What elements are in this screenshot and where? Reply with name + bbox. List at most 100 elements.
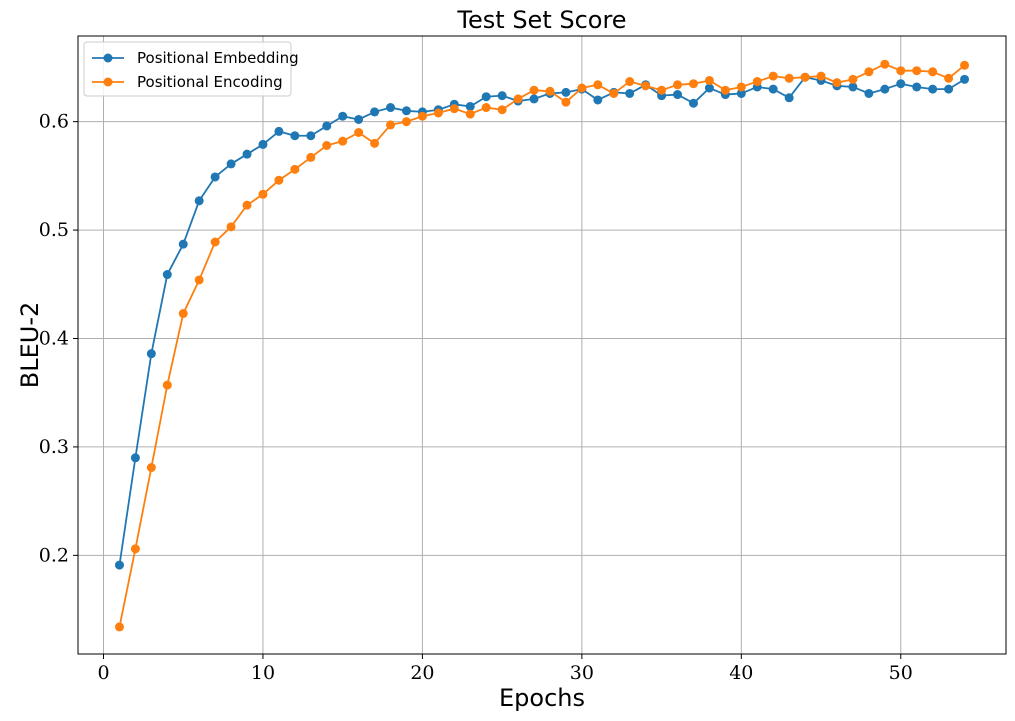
- data-point: [864, 88, 874, 98]
- data-point: [529, 85, 539, 95]
- data-point: [736, 82, 746, 92]
- data-point: [593, 95, 603, 105]
- data-point: [114, 560, 124, 570]
- grid: [78, 36, 1006, 654]
- data-point: [657, 85, 667, 95]
- legend-marker: [103, 53, 113, 63]
- data-point: [688, 79, 698, 89]
- data-point: [848, 82, 858, 92]
- data-point: [194, 275, 204, 285]
- data-point: [465, 101, 475, 111]
- series-2: [114, 59, 970, 632]
- data-point: [880, 59, 890, 69]
- y-tick-label: 0.6: [39, 111, 69, 133]
- data-point: [673, 90, 683, 100]
- data-point: [242, 200, 252, 210]
- data-point: [338, 111, 348, 121]
- legend-box: [83, 41, 292, 97]
- data-point: [290, 164, 300, 174]
- series-group: [114, 59, 970, 632]
- data-point: [736, 88, 746, 98]
- data-point: [401, 117, 411, 127]
- data-point: [290, 131, 300, 141]
- data-point: [306, 152, 316, 162]
- data-point: [401, 106, 411, 116]
- data-point: [481, 103, 491, 113]
- data-point: [258, 189, 268, 199]
- data-point: [146, 349, 156, 359]
- data-point: [114, 622, 124, 632]
- x-axis-label: Epochs: [499, 684, 585, 712]
- x-tick-label: 20: [410, 662, 434, 684]
- data-point: [322, 121, 332, 131]
- data-point: [322, 141, 332, 151]
- data-point: [928, 84, 938, 94]
- data-point: [449, 104, 459, 114]
- data-point: [577, 83, 587, 93]
- data-point: [178, 309, 188, 319]
- data-point: [561, 87, 571, 97]
- data-point: [130, 453, 140, 463]
- data-point: [864, 67, 874, 77]
- data-point: [944, 73, 954, 83]
- data-point: [561, 97, 571, 107]
- data-point: [226, 222, 236, 232]
- legend-label: Positional Embedding: [137, 49, 299, 67]
- data-point: [274, 175, 284, 185]
- series-1: [114, 72, 970, 570]
- data-point: [194, 196, 204, 206]
- data-point: [896, 66, 906, 76]
- data-point: [673, 80, 683, 90]
- chart-title: Test Set Score: [456, 6, 626, 34]
- x-tick-label: 30: [570, 662, 594, 684]
- data-point: [274, 126, 284, 136]
- y-axis-label: BLEU-2: [16, 302, 44, 389]
- data-point: [513, 94, 523, 104]
- data-point: [529, 94, 539, 104]
- data-point: [146, 463, 156, 473]
- data-point: [625, 77, 635, 87]
- data-point: [928, 67, 938, 77]
- data-point: [800, 72, 810, 82]
- data-point: [960, 74, 970, 84]
- x-tick-label: 10: [251, 662, 275, 684]
- data-point: [210, 237, 220, 247]
- data-point: [210, 172, 220, 182]
- legend: Positional Embedding Positional Encoding: [83, 41, 299, 97]
- data-point: [593, 80, 603, 90]
- data-point: [880, 84, 890, 94]
- data-point: [481, 92, 491, 102]
- data-point: [465, 109, 475, 119]
- data-point: [338, 136, 348, 146]
- data-point: [960, 60, 970, 70]
- data-point: [354, 127, 364, 137]
- data-point: [720, 85, 730, 95]
- data-point: [848, 74, 858, 84]
- data-point: [178, 239, 188, 249]
- y-tick-label: 0.4: [39, 327, 69, 349]
- legend-marker: [103, 77, 113, 87]
- data-point: [162, 380, 172, 390]
- data-point: [784, 73, 794, 83]
- data-point: [226, 159, 236, 169]
- data-point: [912, 82, 922, 92]
- data-point: [433, 108, 443, 118]
- data-point: [609, 88, 619, 98]
- y-tick-label: 0.2: [39, 544, 69, 566]
- data-point: [370, 107, 380, 117]
- x-tick-label: 50: [889, 662, 913, 684]
- data-point: [752, 77, 762, 87]
- data-point: [242, 149, 252, 159]
- data-point: [497, 91, 507, 101]
- data-point: [832, 78, 842, 88]
- data-point: [417, 111, 427, 121]
- data-point: [641, 81, 651, 91]
- data-point: [912, 66, 922, 76]
- y-tick-label: 0.5: [39, 219, 69, 241]
- data-point: [896, 79, 906, 89]
- data-point: [370, 138, 380, 148]
- data-point: [768, 71, 778, 81]
- data-point: [688, 98, 698, 108]
